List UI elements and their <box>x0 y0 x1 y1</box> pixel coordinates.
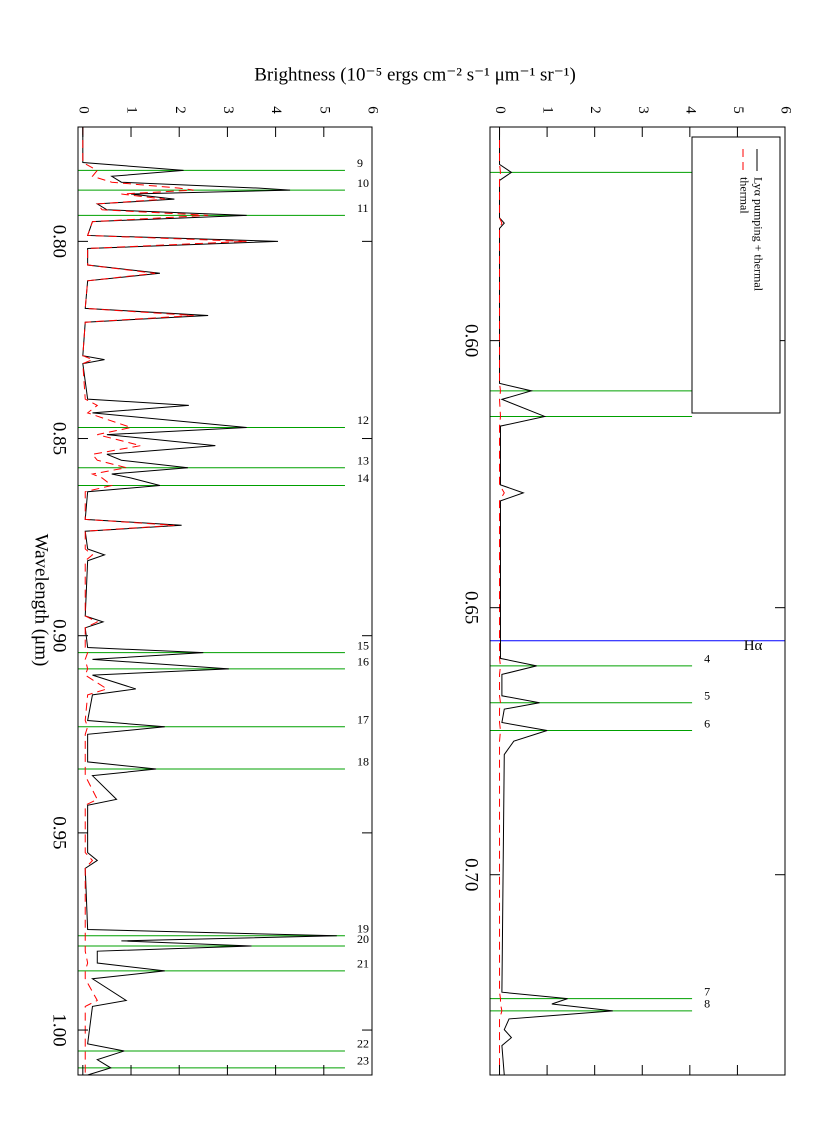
spectrum-line <box>499 127 505 1075</box>
x-tick-label: 0.80 <box>49 225 70 258</box>
line-marker-label: 12 <box>357 413 369 427</box>
x-tick-label: 0.95 <box>49 816 70 849</box>
y-tick-label: 3 <box>220 106 236 114</box>
y-axis-title: Brightness (10⁻⁵ ergs cm⁻² s⁻¹ μm⁻¹ sr⁻¹… <box>254 64 576 85</box>
legend-label: Lyα pumping + thermal <box>751 177 765 292</box>
x-tick-label: 1.00 <box>49 1013 70 1046</box>
line-marker-label: 15 <box>357 638 369 652</box>
line-marker-label: 16 <box>357 655 369 669</box>
line-marker-label: 17 <box>357 713 369 727</box>
line-marker-label: 7 <box>704 984 710 998</box>
line-marker-label: 20 <box>357 932 369 946</box>
x-tick-label: 0.65 <box>461 591 482 624</box>
reference-label: Hα <box>744 638 763 654</box>
spectrum-line <box>499 127 613 1075</box>
line-marker-label: 11 <box>357 201 369 215</box>
line-marker-label: 5 <box>704 688 710 702</box>
line-marker-label: 9 <box>357 156 363 170</box>
y-tick-label: 4 <box>268 106 284 114</box>
x-tick-label: 0.85 <box>49 422 70 455</box>
line-marker-label: 22 <box>357 1037 369 1051</box>
line-marker-label: 10 <box>357 176 369 190</box>
line-marker-label: 14 <box>357 471 369 485</box>
x-tick-label: 0.90 <box>49 619 70 652</box>
plot-frame <box>77 126 373 1076</box>
line-marker-label: 18 <box>357 755 369 769</box>
legend-label: thermal <box>737 177 751 214</box>
y-tick-label: 4 <box>682 106 698 114</box>
y-tick-label: 0 <box>75 106 91 114</box>
line-marker-label: 21 <box>357 957 369 971</box>
legend-box <box>691 136 781 414</box>
line-marker-label: 4 <box>704 652 710 666</box>
line-marker-label: 23 <box>357 1054 369 1068</box>
y-tick-label: 0 <box>492 106 508 114</box>
line-marker-label: 19 <box>357 922 369 936</box>
plot-frame <box>489 126 786 1076</box>
line-marker-label: 8 <box>704 997 710 1011</box>
line-marker-label: 13 <box>357 453 369 467</box>
y-tick-label: 2 <box>172 106 188 114</box>
y-tick-label: 6 <box>365 106 381 114</box>
y-tick-label: 1 <box>540 106 556 114</box>
x-axis-title: Wavelength (μm) <box>31 534 52 667</box>
y-tick-label: 5 <box>316 106 332 114</box>
x-tick-label: 0.60 <box>461 324 482 357</box>
y-tick-label: 3 <box>635 106 651 114</box>
y-tick-label: 5 <box>730 106 746 114</box>
x-tick-label: 0.70 <box>461 858 482 891</box>
line-marker-label: 6 <box>704 716 710 730</box>
spectrum-line <box>82 127 247 1075</box>
y-tick-label: 1 <box>124 106 140 114</box>
y-tick-label: 6 <box>778 106 794 114</box>
y-tick-label: 2 <box>587 106 603 114</box>
